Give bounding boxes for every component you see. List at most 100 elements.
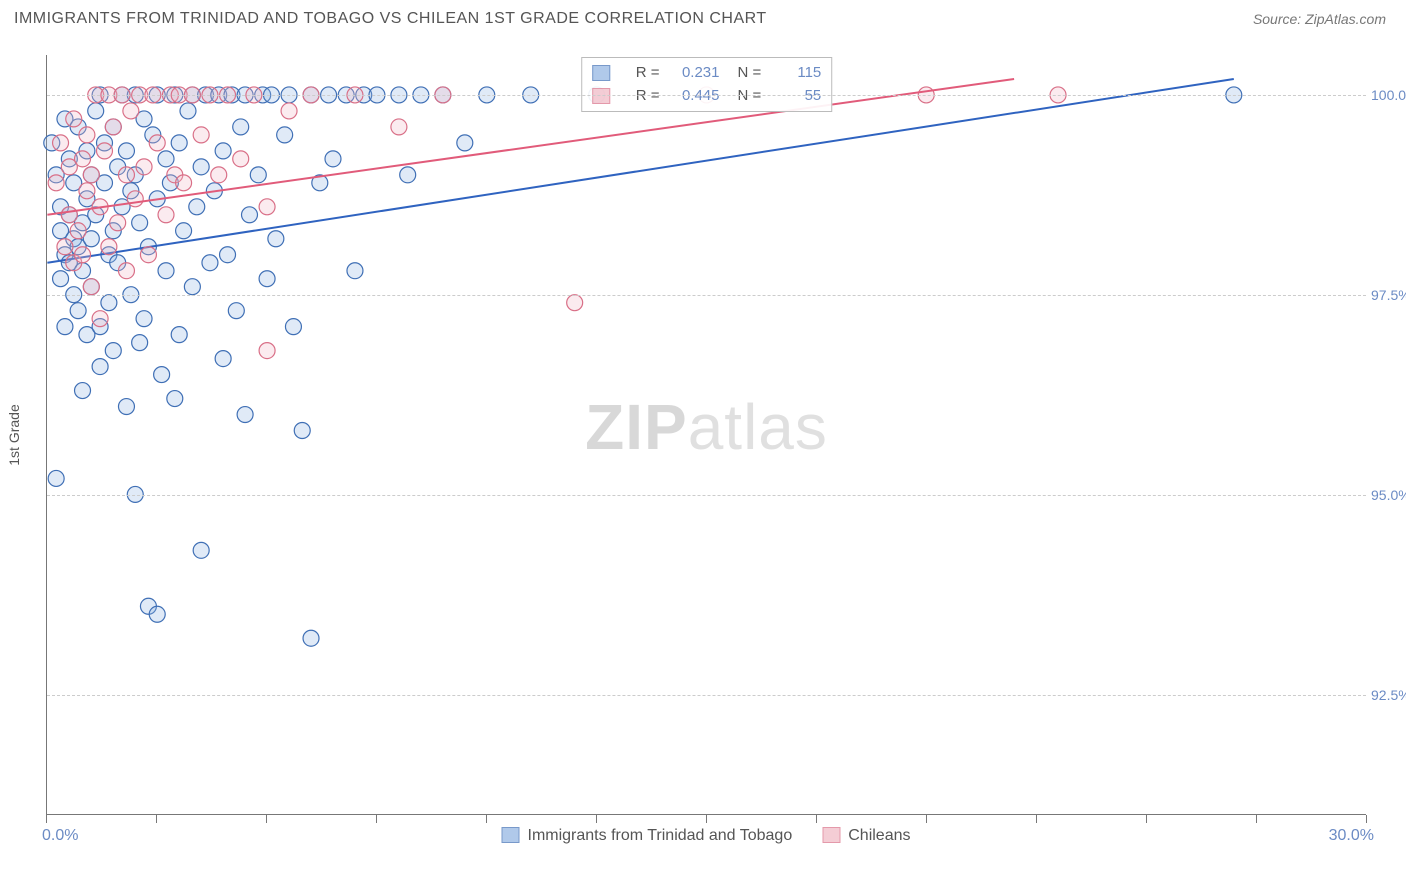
data-point-trinidad xyxy=(303,630,319,646)
gridline-h xyxy=(47,695,1366,696)
series-legend: Immigrants from Trinidad and Tobago Chile… xyxy=(502,827,911,845)
data-point-chileans xyxy=(105,119,121,135)
data-point-chileans xyxy=(48,175,64,191)
y-tick-label: 100.0% xyxy=(1371,87,1406,103)
legend-item-chileans: Chileans xyxy=(822,827,910,845)
x-tick xyxy=(266,815,267,823)
data-point-trinidad xyxy=(193,159,209,175)
data-point-trinidad xyxy=(136,311,152,327)
x-tick xyxy=(1366,815,1367,823)
x-tick xyxy=(46,815,47,823)
data-point-chileans xyxy=(567,295,583,311)
data-point-chileans xyxy=(136,159,152,175)
data-point-trinidad xyxy=(57,319,73,335)
data-point-trinidad xyxy=(48,470,64,486)
gridline-h xyxy=(47,295,1366,296)
data-point-trinidad xyxy=(325,151,341,167)
data-point-trinidad xyxy=(228,303,244,319)
data-point-chileans xyxy=(70,223,86,239)
data-point-trinidad xyxy=(158,151,174,167)
data-point-trinidad xyxy=(242,207,258,223)
data-point-trinidad xyxy=(118,143,134,159)
data-point-chileans xyxy=(61,207,77,223)
x-tick xyxy=(486,815,487,823)
data-point-chileans xyxy=(66,111,82,127)
data-point-chileans xyxy=(97,143,113,159)
data-point-chileans xyxy=(176,175,192,191)
data-point-trinidad xyxy=(294,423,310,439)
x-tick xyxy=(1256,815,1257,823)
data-point-trinidad xyxy=(176,223,192,239)
data-point-chileans xyxy=(75,151,91,167)
x-tick xyxy=(926,815,927,823)
data-point-chileans xyxy=(233,151,249,167)
data-point-trinidad xyxy=(101,295,117,311)
correlation-legend: R =0.231N =115R =0.445N =55 xyxy=(581,57,833,112)
data-point-chileans xyxy=(158,207,174,223)
data-point-trinidad xyxy=(215,143,231,159)
data-point-trinidad xyxy=(215,351,231,367)
data-point-chileans xyxy=(79,183,95,199)
gridline-h xyxy=(47,495,1366,496)
data-point-trinidad xyxy=(70,303,86,319)
y-tick-label: 95.0% xyxy=(1371,487,1406,503)
legend-label: Immigrants from Trinidad and Tobago xyxy=(528,827,793,844)
data-point-trinidad xyxy=(53,271,69,287)
data-point-trinidad xyxy=(285,319,301,335)
legend-r-value: 0.231 xyxy=(678,62,720,85)
data-point-chileans xyxy=(123,103,139,119)
legend-n-label: N = xyxy=(738,62,762,85)
data-point-trinidad xyxy=(400,167,416,183)
legend-row-trinidad: R =0.231N =115 xyxy=(592,62,822,85)
data-point-trinidad xyxy=(237,407,253,423)
data-point-trinidad xyxy=(250,167,266,183)
data-point-trinidad xyxy=(149,606,165,622)
data-point-chileans xyxy=(211,167,227,183)
data-point-trinidad xyxy=(154,367,170,383)
data-point-trinidad xyxy=(167,391,183,407)
legend-item-trinidad: Immigrants from Trinidad and Tobago xyxy=(502,827,793,845)
swatch-chileans xyxy=(822,827,840,843)
data-point-trinidad xyxy=(118,399,134,415)
data-point-chileans xyxy=(57,239,73,255)
legend-label: Chileans xyxy=(848,827,910,844)
x-tick xyxy=(376,815,377,823)
chart-svg xyxy=(47,55,1366,814)
data-point-chileans xyxy=(281,103,297,119)
data-point-trinidad xyxy=(184,279,200,295)
data-point-chileans xyxy=(391,119,407,135)
y-tick-label: 92.5% xyxy=(1371,687,1406,703)
data-point-trinidad xyxy=(220,247,236,263)
data-point-trinidad xyxy=(75,383,91,399)
data-point-trinidad xyxy=(202,255,218,271)
data-point-trinidad xyxy=(88,103,104,119)
data-point-chileans xyxy=(110,215,126,231)
data-point-trinidad xyxy=(132,335,148,351)
x-tick xyxy=(816,815,817,823)
data-point-chileans xyxy=(127,191,143,207)
data-point-chileans xyxy=(75,247,91,263)
data-point-trinidad xyxy=(105,343,121,359)
swatch-trinidad xyxy=(502,827,520,843)
data-point-trinidad xyxy=(158,263,174,279)
y-tick-label: 97.5% xyxy=(1371,287,1406,303)
data-point-chileans xyxy=(53,135,69,151)
legend-r-label: R = xyxy=(636,62,660,85)
y-axis-label: 1st Grade xyxy=(6,404,22,465)
data-point-trinidad xyxy=(193,542,209,558)
x-min-label: 0.0% xyxy=(42,827,78,845)
x-tick xyxy=(1146,815,1147,823)
data-point-chileans xyxy=(83,167,99,183)
data-point-chileans xyxy=(79,127,95,143)
plot-area: 1st Grade ZIPatlas R =0.231N =115R =0.44… xyxy=(46,55,1366,815)
data-point-trinidad xyxy=(171,327,187,343)
data-point-chileans xyxy=(193,127,209,143)
data-point-chileans xyxy=(259,343,275,359)
x-tick xyxy=(156,815,157,823)
source-label: Source: ZipAtlas.com xyxy=(1253,11,1386,27)
data-point-trinidad xyxy=(347,263,363,279)
data-point-trinidad xyxy=(457,135,473,151)
data-point-trinidad xyxy=(233,119,249,135)
data-point-trinidad xyxy=(180,103,196,119)
data-point-chileans xyxy=(118,263,134,279)
